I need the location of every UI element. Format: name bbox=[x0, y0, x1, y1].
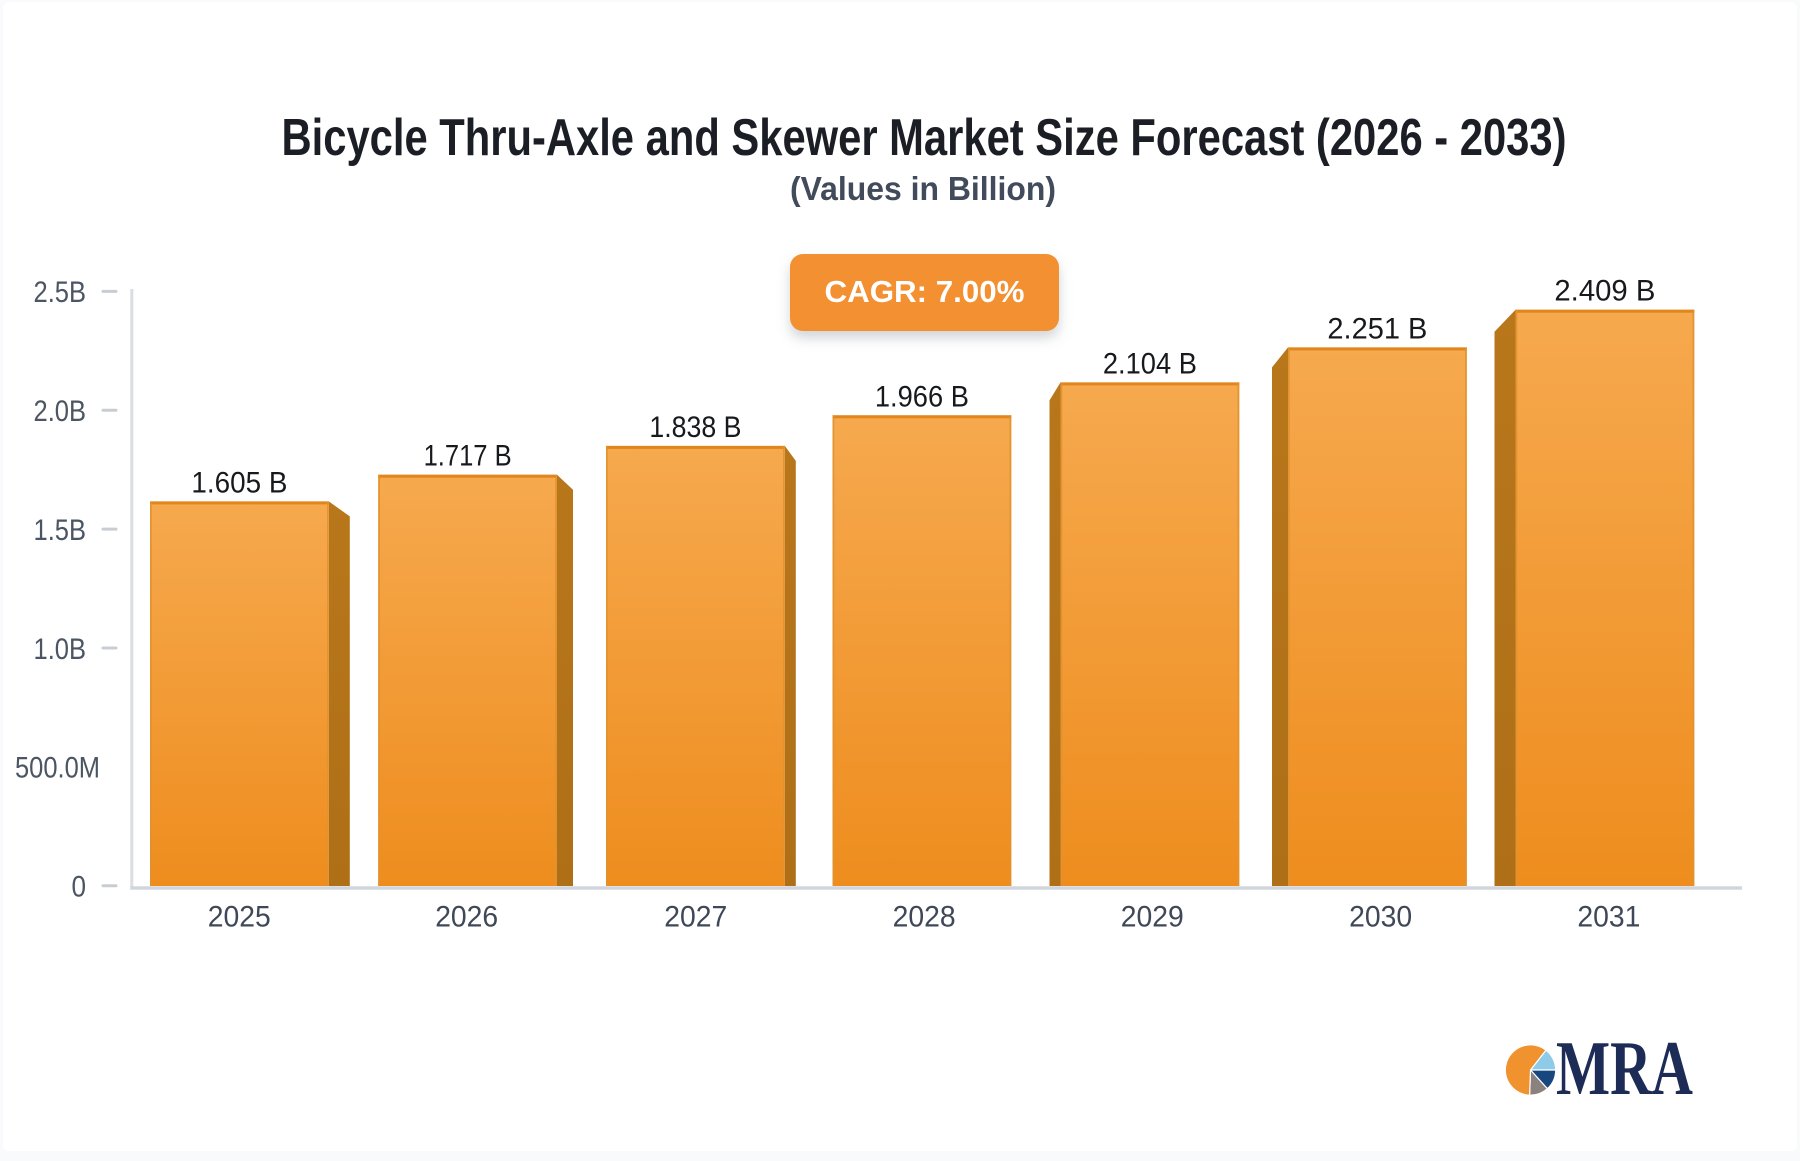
svg-text:2026: 2026 bbox=[435, 901, 498, 934]
svg-text:2.0B: 2.0B bbox=[34, 395, 87, 428]
svg-text:2029: 2029 bbox=[1121, 901, 1184, 934]
svg-text:1.605 B: 1.605 B bbox=[191, 466, 287, 499]
svg-text:CAGR: 7.00%: CAGR: 7.00% bbox=[825, 274, 1025, 309]
svg-text:1.5B: 1.5B bbox=[34, 514, 87, 547]
svg-text:1.0B: 1.0B bbox=[34, 633, 87, 666]
svg-text:1.966 B: 1.966 B bbox=[875, 380, 969, 413]
svg-text:2028: 2028 bbox=[893, 901, 956, 934]
svg-text:1.838 B: 1.838 B bbox=[649, 411, 741, 444]
svg-text:2.251 B: 2.251 B bbox=[1327, 312, 1427, 345]
svg-text:500.0M: 500.0M bbox=[15, 752, 100, 785]
svg-text:2025: 2025 bbox=[208, 901, 271, 934]
svg-text:2.5B: 2.5B bbox=[34, 276, 87, 309]
svg-text:(Values in Billion): (Values in Billion) bbox=[790, 170, 1056, 207]
svg-text:2030: 2030 bbox=[1349, 901, 1412, 934]
svg-text:1.717 B: 1.717 B bbox=[424, 440, 512, 473]
svg-text:0: 0 bbox=[72, 871, 87, 904]
svg-text:2027: 2027 bbox=[664, 901, 727, 934]
svg-text:Bicycle Thru-Axle and Skewer M: Bicycle Thru-Axle and Skewer Market Size… bbox=[282, 109, 1567, 167]
svg-text:2.409 B: 2.409 B bbox=[1554, 275, 1655, 308]
svg-text:2.104 B: 2.104 B bbox=[1103, 347, 1197, 380]
svg-text:MRA: MRA bbox=[1556, 1026, 1693, 1111]
svg-text:2031: 2031 bbox=[1577, 901, 1640, 934]
